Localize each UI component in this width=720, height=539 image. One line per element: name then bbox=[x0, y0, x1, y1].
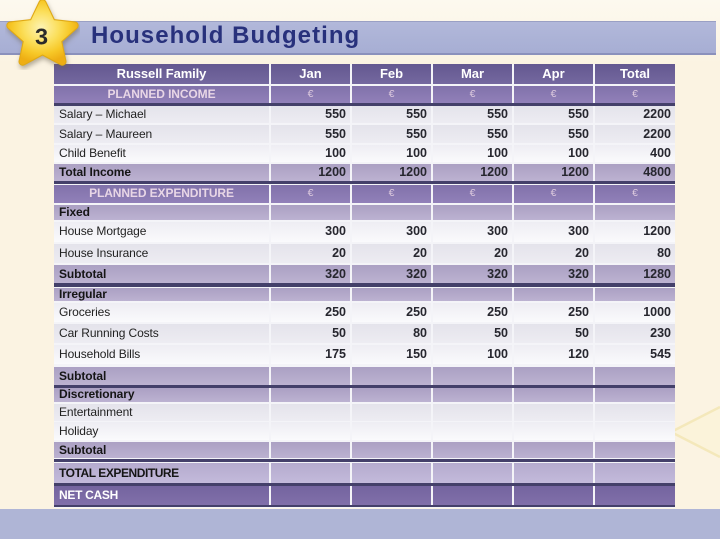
svg-text:3: 3 bbox=[35, 24, 48, 50]
